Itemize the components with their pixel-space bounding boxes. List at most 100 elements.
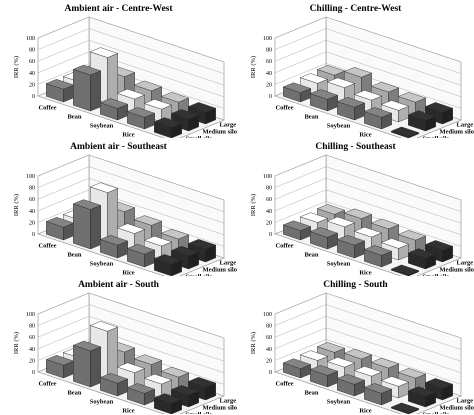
bar-side: [107, 53, 118, 105]
bar-top: [424, 102, 454, 113]
bar-top: [170, 385, 200, 396]
bar-top: [390, 126, 420, 138]
y-tick-label: 20: [29, 220, 35, 226]
bar-soybean-medium-silo: [116, 88, 146, 114]
bar-corn-large-silo: [424, 102, 454, 125]
silo-label: Small silo: [423, 412, 450, 415]
category-label: Bean: [304, 114, 318, 121]
bar-top: [299, 350, 329, 361]
gridline: [274, 63, 462, 109]
bar-top: [126, 107, 156, 118]
y-axis-label: IRR (%): [13, 56, 20, 78]
category-label: Bean: [304, 252, 318, 259]
bar-top: [353, 90, 383, 101]
bar-top: [187, 377, 217, 388]
bar-corn-small-silo: [390, 126, 420, 138]
bar-side: [107, 188, 118, 243]
bar-top: [99, 373, 129, 384]
bar-top: [99, 235, 129, 246]
bar-top: [424, 240, 454, 251]
category-label: Soybean: [327, 399, 351, 406]
category-label: Soybean: [90, 261, 114, 268]
bar-top: [380, 376, 410, 387]
bar-top: [170, 246, 200, 257]
bar-bean-small-silo: [309, 365, 339, 388]
chart-panel: Chilling - Centre-West 0 20 40 60 80 100 IRR (…: [237, 0, 474, 138]
gridline: [274, 51, 462, 98]
silo-label: Small silo: [186, 412, 213, 415]
bar-top: [336, 374, 366, 385]
bar-top: [326, 357, 356, 368]
category-label: Coffee: [275, 381, 293, 388]
gridline: [274, 28, 462, 74]
bar-coffee-small-silo: [282, 82, 312, 103]
chart-3d-bars: 0 20 40 60 80 100 IRR (%) Coffee Bean Soybean Rice…: [250, 16, 474, 138]
bar-rice-small-silo: [126, 244, 156, 268]
y-axis-label: IRR (%): [13, 332, 20, 354]
bar-top: [326, 216, 356, 228]
category-label: Rice: [122, 408, 134, 415]
bar-top: [316, 65, 346, 76]
y-tick-label: 40: [29, 347, 35, 353]
chart-3d-bars: 0 20 40 60 80 100 IRR (%) Coffee Bean Soybean Rice…: [250, 292, 474, 415]
bar-front: [73, 345, 91, 388]
gridline: [274, 292, 462, 339]
bar-top: [282, 220, 312, 231]
bar-top: [170, 109, 200, 120]
y-axis-label: IRR (%): [13, 194, 20, 216]
gridline: [274, 315, 462, 362]
y-tick-label: 100: [26, 312, 35, 318]
y-tick-label: 20: [266, 358, 272, 364]
bar-top: [143, 99, 173, 110]
bar-side: [90, 205, 101, 250]
y-tick-label: 80: [29, 48, 35, 54]
bar-top: [153, 117, 183, 128]
bar-soybean-small-silo: [99, 373, 129, 397]
y-tick-label: 0: [32, 370, 35, 376]
gridline: [37, 154, 225, 201]
gridline: [37, 51, 225, 98]
bar-top: [363, 245, 393, 256]
y-tick-label: 100: [26, 36, 35, 42]
y-axis-label: IRR (%): [250, 56, 257, 78]
gridline: [37, 39, 225, 86]
silo-label: Medium silo: [203, 405, 238, 412]
gridline: [37, 16, 225, 63]
gridline: [274, 201, 462, 247]
silo-label: Medium silo: [440, 129, 474, 136]
bar-corn-medium-silo: [170, 385, 200, 408]
y-tick-label: 40: [266, 347, 272, 353]
bar-coffee-small-silo: [282, 220, 312, 241]
bar-top: [397, 368, 427, 379]
silo-label: Medium silo: [440, 267, 474, 274]
bar-top: [390, 402, 420, 414]
bar-bean-small-silo: [72, 199, 102, 250]
gridline: [37, 315, 225, 362]
y-tick-label: 60: [29, 59, 35, 65]
bar-top: [143, 235, 173, 247]
y-tick-label: 40: [29, 209, 35, 215]
chart-title: Ambient air - Centre-West: [64, 4, 173, 14]
category-label: Coffee: [38, 381, 56, 388]
y-tick-label: 60: [29, 197, 35, 203]
bar-corn-small-silo: [153, 254, 183, 276]
bar-top: [316, 342, 346, 353]
bar-front: [73, 69, 91, 112]
chart-title: Chilling - Southeast: [315, 142, 396, 152]
bar-top: [326, 77, 356, 88]
bar-top: [89, 321, 119, 332]
bar-top: [390, 264, 420, 276]
y-tick-label: 80: [266, 324, 272, 330]
bar-soybean-small-silo: [336, 374, 366, 397]
gridline: [37, 28, 225, 74]
bar-top: [370, 357, 400, 369]
y-tick-label: 100: [263, 174, 272, 180]
bar-soybean-small-silo: [336, 97, 366, 121]
chart-title: Ambient air - Southeast: [70, 142, 167, 152]
bar-top: [153, 393, 183, 404]
y-axis-label: IRR (%): [250, 194, 257, 216]
y-tick-label: 100: [26, 174, 35, 180]
category-label: Soybean: [327, 261, 351, 268]
bar-bean-small-silo: [309, 227, 339, 250]
bar-top: [343, 348, 373, 360]
